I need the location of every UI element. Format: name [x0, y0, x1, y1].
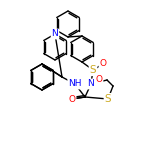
Text: S: S — [90, 65, 96, 75]
Text: S: S — [105, 94, 111, 104]
Text: N: N — [88, 79, 94, 88]
Text: N: N — [52, 29, 58, 38]
Text: O: O — [69, 95, 76, 104]
Text: NH: NH — [68, 79, 82, 88]
Text: O: O — [100, 59, 107, 69]
Text: O: O — [95, 74, 102, 83]
